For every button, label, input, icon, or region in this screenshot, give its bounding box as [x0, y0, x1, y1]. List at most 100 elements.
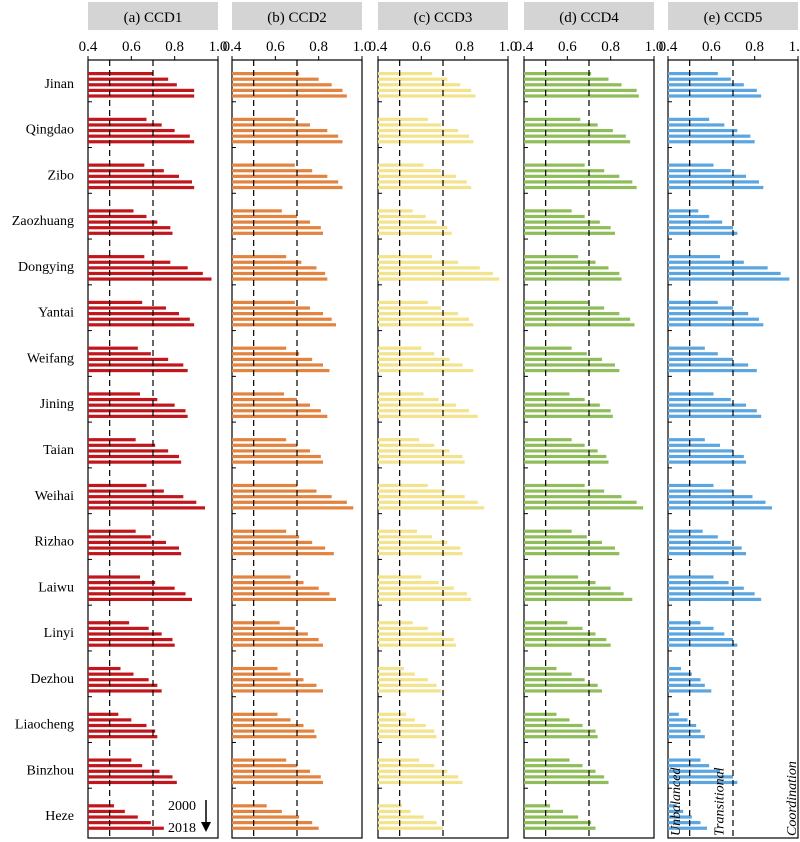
bar-laiwu-2 [378, 581, 439, 585]
bar-dezhou-4 [524, 683, 598, 687]
bar-zaozhuang-3 [524, 220, 600, 224]
bar-rizhao-2 [524, 535, 587, 539]
bar-dongying-2 [668, 260, 744, 264]
bar-liaocheng-2 [232, 718, 291, 722]
bar-weifang-4 [88, 363, 184, 367]
bar-zibo-3 [668, 174, 746, 178]
bar-rizhao-5 [232, 552, 334, 556]
bar-heze-5 [378, 826, 443, 830]
bar-weifang-2 [232, 352, 300, 356]
bar-dezhou-3 [668, 678, 701, 682]
bar-jining-5 [524, 414, 613, 418]
bar-dongying-1 [378, 255, 433, 259]
bar-yantai-2 [524, 306, 605, 310]
bar-qingdao-5 [378, 140, 474, 144]
panel-5: (e) CCD5 0.4 0.6 0.8 1.0 [659, 2, 800, 839]
bar-yantai-5 [524, 323, 635, 327]
x-tick-label: 0.6 [702, 39, 721, 55]
bar-linyi-5 [88, 643, 175, 647]
bar-qingdao-3 [378, 128, 459, 133]
city-label-zaozhuang: Zaozhuang [12, 214, 74, 229]
bar-dezhou-5 [378, 689, 441, 693]
bar-weifang-3 [378, 357, 450, 361]
bar-rizhao-4 [232, 546, 326, 550]
bar-heze-2 [524, 809, 563, 814]
bar-dezhou-5 [232, 689, 323, 693]
bar-binzhou-1 [378, 758, 420, 762]
bar-weihai-4 [524, 500, 637, 504]
bar-qingdao-1 [668, 117, 710, 121]
bar-zaozhuang-5 [232, 231, 323, 235]
bar-jinan-2 [378, 77, 448, 81]
bar-jinan-2 [88, 77, 169, 81]
bar-rizhao-5 [524, 552, 620, 556]
bar-dongying-5 [88, 277, 212, 281]
bar-liaocheng-4 [378, 729, 435, 733]
bar-laiwu-1 [88, 575, 140, 579]
bar-jining-1 [524, 392, 570, 396]
bar-heze-1 [524, 804, 550, 808]
bar-liaocheng-1 [378, 712, 407, 716]
bar-dezhou-4 [88, 683, 158, 687]
bar-binzhou-2 [668, 764, 710, 768]
bar-jinan-3 [378, 83, 461, 87]
bar-qingdao-5 [524, 140, 631, 144]
bar-liaocheng-5 [668, 735, 705, 739]
bar-liaocheng-2 [88, 718, 132, 722]
bar-zibo-3 [88, 174, 179, 178]
bar-dezhou-4 [232, 683, 317, 687]
bar-dongying-3 [88, 266, 188, 270]
bar-weihai-3 [378, 495, 465, 499]
bar-linyi-2 [378, 626, 428, 630]
x-tick-label: 1.0 [789, 39, 800, 55]
bar-heze-2 [232, 809, 282, 814]
bar-taian-3 [524, 449, 598, 453]
bar-laiwu-3 [88, 586, 175, 590]
bar-zibo-5 [232, 185, 343, 190]
bar-weihai-1 [378, 483, 428, 488]
x-tick-label: 1.0 [209, 39, 228, 55]
bar-linyi-3 [668, 632, 725, 636]
bar-qingdao-2 [88, 123, 162, 127]
bar-weihai-5 [232, 506, 354, 510]
bar-yantai-3 [88, 312, 179, 316]
bar-jining-3 [232, 403, 310, 407]
bar-zaozhuang-2 [88, 214, 147, 219]
bar-rizhao-5 [668, 552, 746, 556]
bar-weifang-1 [232, 346, 287, 350]
bar-zibo-1 [668, 163, 714, 167]
x-tick-label: 0.8 [309, 39, 328, 55]
bar-dongying-4 [88, 271, 203, 276]
bar-jinan-2 [524, 77, 609, 81]
bar-qingdao-5 [88, 140, 195, 144]
bar-binzhou-3 [232, 769, 310, 773]
bar-dongying-1 [88, 255, 145, 259]
bar-qingdao-1 [378, 117, 428, 121]
bar-laiwu-5 [524, 597, 633, 602]
bar-heze-1 [88, 804, 114, 808]
bar-jining-5 [378, 414, 478, 418]
bar-heze-2 [88, 809, 125, 814]
bar-taian-3 [88, 449, 169, 453]
bar-dongying-3 [524, 266, 609, 270]
bar-taian-5 [232, 460, 323, 464]
bar-weifang-1 [378, 346, 422, 350]
bar-liaocheng-4 [232, 729, 315, 733]
bar-taian-3 [232, 449, 310, 453]
bar-dongying-4 [378, 271, 493, 276]
bar-heze-4 [668, 821, 701, 825]
bar-weifang-5 [524, 368, 620, 373]
bar-rizhao-3 [378, 540, 448, 545]
bar-zaozhuang-3 [668, 220, 723, 224]
bar-linyi-1 [668, 621, 701, 625]
bar-heze-4 [88, 821, 151, 825]
panel-header-bg [668, 2, 798, 30]
bar-taian-2 [232, 443, 297, 447]
bar-weihai-4 [668, 500, 766, 504]
bar-jinan-3 [232, 83, 332, 87]
bar-zibo-4 [524, 180, 633, 184]
bar-binzhou-5 [524, 780, 609, 785]
bar-weifang-2 [88, 352, 151, 356]
city-label-rizhao: Rizhao [34, 535, 74, 550]
bar-heze-5 [668, 826, 707, 830]
